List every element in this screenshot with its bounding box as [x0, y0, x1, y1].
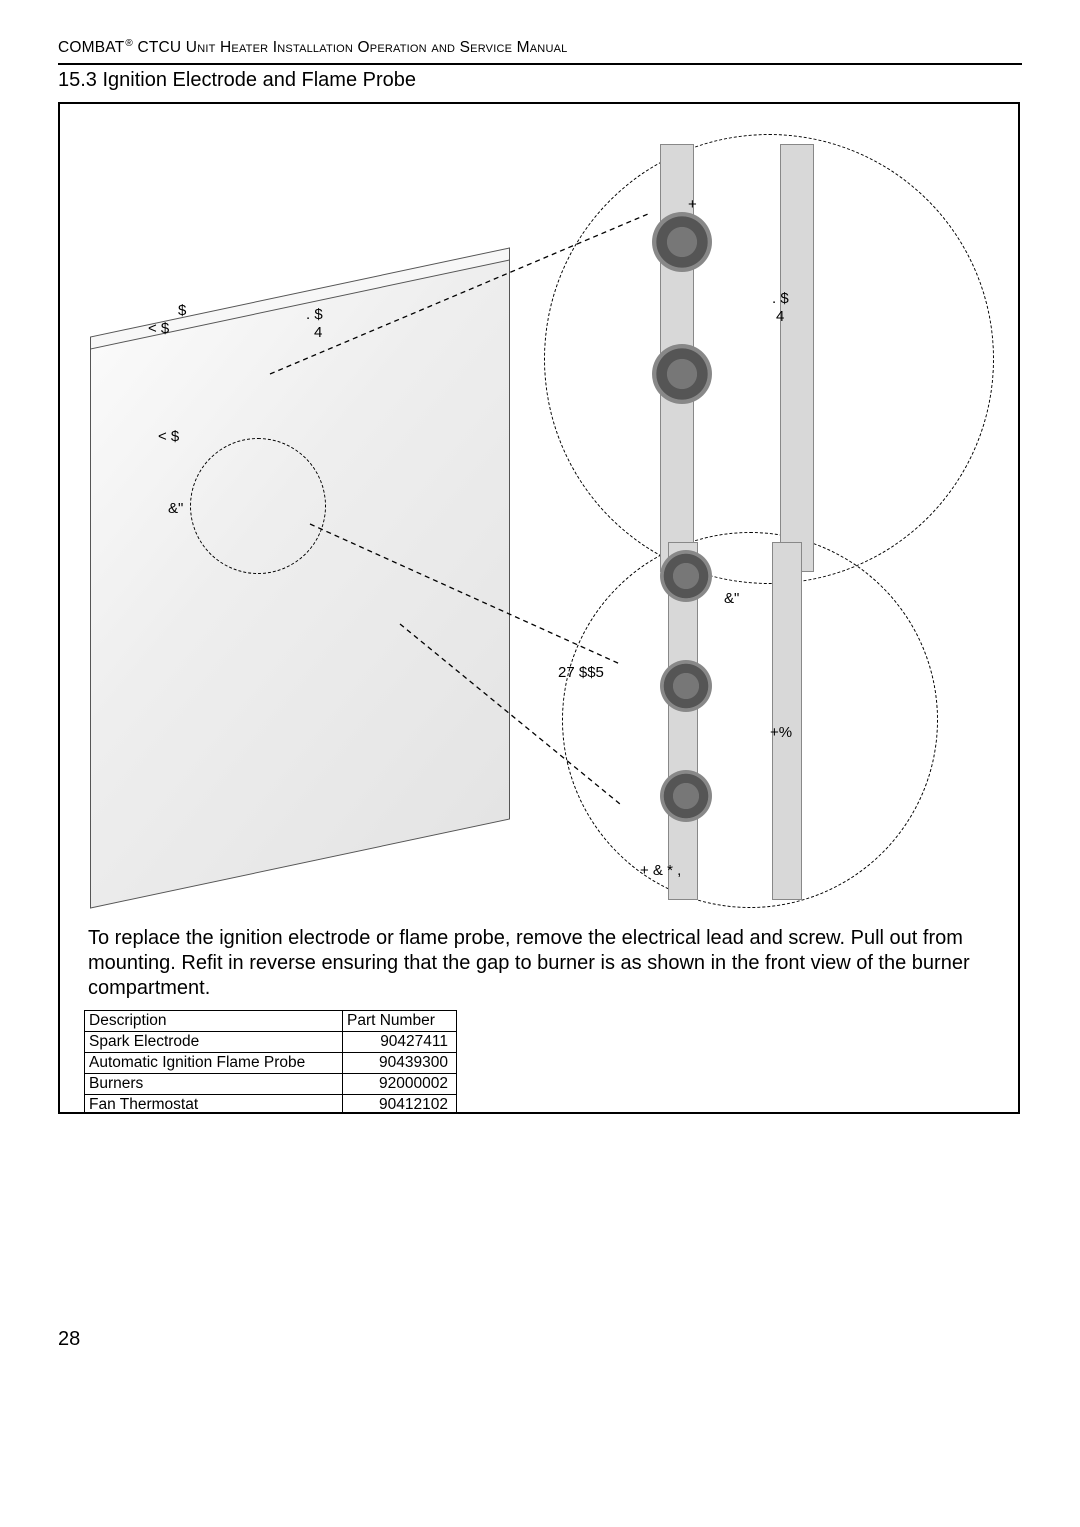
header-rule [58, 63, 1022, 65]
label: + & * , [640, 862, 681, 879]
col-part-number: Part Number [343, 1011, 457, 1032]
running-header: COMBAT® CTCU Unit Heater Installation Op… [58, 38, 1022, 63]
cell-description: Automatic Ignition Flame Probe [85, 1053, 343, 1074]
cell-description: Burners [85, 1074, 343, 1095]
page-content: COMBAT® CTCU Unit Heater Installation Op… [58, 38, 1022, 1114]
label: + [688, 196, 697, 213]
cell-description: Fan Thermostat [85, 1095, 343, 1115]
table-header-row: Description Part Number [85, 1011, 457, 1032]
figure-frame: $ < $ . $ 4 < $ &" + . $ 4 &" 27 $$5 +% … [58, 102, 1020, 1114]
label: &" [168, 500, 183, 517]
cell-part-number: 90412102 [343, 1095, 457, 1115]
trademark-symbol: ® [125, 38, 133, 49]
cell-part-number: 90427411 [343, 1032, 457, 1053]
label: < $ [148, 320, 169, 337]
col-description: Description [85, 1011, 343, 1032]
label: &" [724, 590, 739, 607]
table-row: Automatic Ignition Flame Probe 90439300 [85, 1053, 457, 1074]
table-row: Spark Electrode 90427411 [85, 1032, 457, 1053]
label: < $ [158, 428, 179, 445]
label: . $ [772, 290, 789, 307]
table-row: Fan Thermostat 90412102 [85, 1095, 457, 1115]
parts-table: Description Part Number Spark Electrode … [84, 1010, 457, 1114]
technical-diagram: $ < $ . $ 4 < $ &" + . $ 4 &" 27 $$5 +% … [60, 104, 1018, 1112]
label: 4 [314, 324, 322, 341]
label: +% [770, 724, 792, 741]
cell-part-number: 90439300 [343, 1053, 457, 1074]
cell-description: Spark Electrode [85, 1032, 343, 1053]
label: 4 [776, 308, 784, 325]
header-rest: CTCU Unit Heater Installation Operation … [133, 39, 568, 56]
section-title: 15.3 Ignition Electrode and Flame Probe [58, 69, 1022, 92]
brand-name: COMBAT [58, 39, 124, 56]
table-row: Burners 92000002 [85, 1074, 457, 1095]
label: 27 $$5 [558, 664, 604, 681]
label: $ [178, 302, 186, 319]
figure-instruction-text: To replace the ignition electrode or fla… [88, 926, 990, 1001]
page-number: 28 [58, 1328, 80, 1351]
cell-part-number: 92000002 [343, 1074, 457, 1095]
label: . $ [306, 306, 323, 323]
